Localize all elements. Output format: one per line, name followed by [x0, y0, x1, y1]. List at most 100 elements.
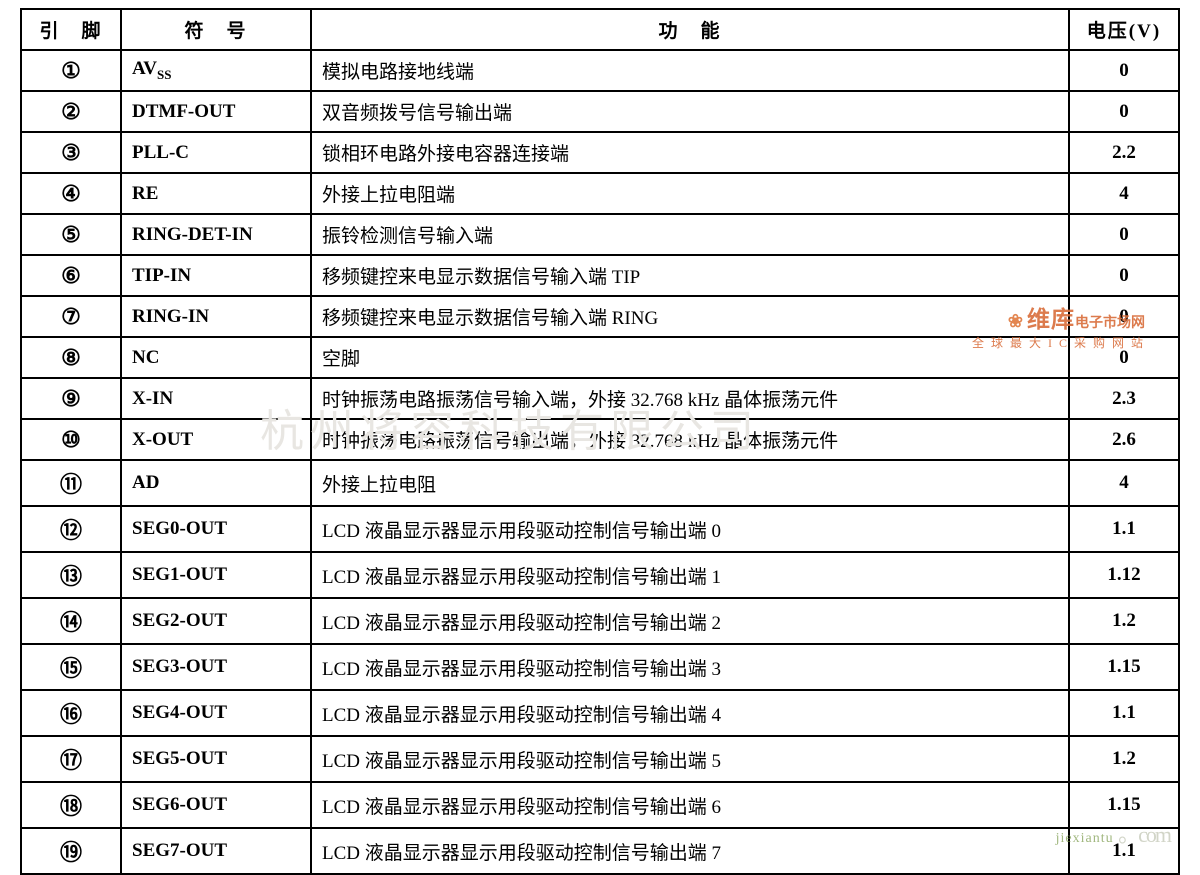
circled-number-icon: ⑥ [61, 263, 81, 289]
circled-number-icon: ⑨ [61, 386, 81, 412]
bottom-watermark-text: jiexiantu [1056, 831, 1114, 846]
circled-number-icon: ① [61, 58, 81, 84]
faded-center-watermark: 杭州将容科技有限公司 [260, 395, 760, 459]
function-cell: LCD 液晶显示器显示用段驱动控制信号输出端 3 [311, 644, 1069, 690]
pin-cell: ⑥ [21, 255, 121, 296]
function-cell: 空脚 [311, 337, 1069, 378]
pin-cell: ⑲ [21, 828, 121, 874]
circled-number-icon: ⑧ [61, 345, 81, 371]
function-cell: 模拟电路接地线端 [311, 50, 1069, 91]
table-row: ④ RE外接上拉电阻端4 [21, 173, 1179, 214]
voltage-cell: 0 [1069, 214, 1179, 255]
table-row: ②DTMF-OUT双音频拨号信号输出端0 [21, 91, 1179, 132]
table-row: ⑭ SEG2-OUTLCD 液晶显示器显示用段驱动控制信号输出端 21.2 [21, 598, 1179, 644]
table-row: ⑫ SEG0-OUTLCD 液晶显示器显示用段驱动控制信号输出端 01.1 [21, 506, 1179, 552]
symbol-cell: PLL-C [121, 132, 311, 173]
brand-watermark: ❀维库电子市场网 全 球 最 大 I C 采 购 网 站 [972, 300, 1145, 351]
pin-cell: ⑰ [21, 736, 121, 782]
pin-cell: ③ [21, 132, 121, 173]
function-cell: LCD 液晶显示器显示用段驱动控制信号输出端 6 [311, 782, 1069, 828]
function-cell: 外接上拉电阻 [311, 460, 1069, 506]
circled-number-icon: ⑫ [60, 513, 82, 545]
bottom-watermark: jiexiantu 。com [1056, 817, 1170, 849]
symbol-cell: SEG4-OUT [121, 690, 311, 736]
table-row: ⑱SEG6-OUTLCD 液晶显示器显示用段驱动控制信号输出端 61.15 [21, 782, 1179, 828]
symbol-cell: SEG2-OUT [121, 598, 311, 644]
voltage-cell: 4 [1069, 460, 1179, 506]
voltage-cell: 2.6 [1069, 419, 1179, 460]
circled-number-icon: ⑯ [60, 697, 82, 729]
bottom-watermark-dotcom: 。com [1118, 822, 1170, 847]
symbol-cell: RING-DET-IN [121, 214, 311, 255]
circled-number-icon: ⑰ [60, 743, 82, 775]
pin-cell: ② [21, 91, 121, 132]
symbol-cell: AVSS [121, 50, 311, 91]
voltage-cell: 2.2 [1069, 132, 1179, 173]
function-cell: LCD 液晶显示器显示用段驱动控制信号输出端 7 [311, 828, 1069, 874]
symbol-cell: DTMF-OUT [121, 91, 311, 132]
voltage-cell: 1.2 [1069, 736, 1179, 782]
pin-cell: ⑨ [21, 378, 121, 419]
function-cell: LCD 液晶显示器显示用段驱动控制信号输出端 4 [311, 690, 1069, 736]
table-row: ③PLL-C锁相环电路外接电容器连接端2.2 [21, 132, 1179, 173]
table-row: ⑤RING-DET-IN振铃检测信号输入端0 [21, 214, 1179, 255]
header-symbol: 符 号 [121, 9, 311, 50]
pin-cell: ⑫ [21, 506, 121, 552]
table-row: ① AVSS模拟电路接地线端0 [21, 50, 1179, 91]
table-row: ⑮SEG3-OUTLCD 液晶显示器显示用段驱动控制信号输出端 31.15 [21, 644, 1179, 690]
voltage-cell: 1.2 [1069, 598, 1179, 644]
voltage-cell: 1.15 [1069, 644, 1179, 690]
pin-cell: ⑤ [21, 214, 121, 255]
table-row: ⑰SEG5-OUTLCD 液晶显示器显示用段驱动控制信号输出端 51.2 [21, 736, 1179, 782]
watermark-line2: 全 球 最 大 I C 采 购 网 站 [972, 334, 1145, 351]
pin-cell: ⑦ [21, 296, 121, 337]
header-voltage: 电压(V) [1069, 9, 1179, 50]
table-row: ⑪ AD外接上拉电阻4 [21, 460, 1179, 506]
function-cell: 振铃检测信号输入端 [311, 214, 1069, 255]
pin-cell: ⑭ [21, 598, 121, 644]
pin-cell: ④ [21, 173, 121, 214]
pin-cell: ⑬ [21, 552, 121, 598]
voltage-cell: 1.12 [1069, 552, 1179, 598]
voltage-cell: 4 [1069, 173, 1179, 214]
symbol-cell: NC [121, 337, 311, 378]
watermark-brand: 维库 [1027, 307, 1075, 332]
voltage-cell: 0 [1069, 255, 1179, 296]
pin-cell: ⑧ [21, 337, 121, 378]
circled-number-icon: ⑲ [60, 835, 82, 867]
symbol-cell: SEG0-OUT [121, 506, 311, 552]
voltage-cell: 0 [1069, 50, 1179, 91]
table-row: ⑲SEG7-OUTLCD 液晶显示器显示用段驱动控制信号输出端 71.1 [21, 828, 1179, 874]
function-cell: LCD 液晶显示器显示用段驱动控制信号输出端 2 [311, 598, 1069, 644]
function-cell: 移频键控来电显示数据信号输入端 TIP [311, 255, 1069, 296]
symbol-cell: SEG1-OUT [121, 552, 311, 598]
table-body: ①AVSS模拟电路接地线端0②DTMF-OUT双音频拨号信号输出端0③PLL-C… [21, 50, 1179, 874]
pin-cell: ⑪ [21, 460, 121, 506]
function-cell: LCD 液晶显示器显示用段驱动控制信号输出端 0 [311, 506, 1069, 552]
circled-number-icon: ⑪ [60, 467, 82, 499]
symbol-cell: TIP-IN [121, 255, 311, 296]
symbol-cell: RING-IN [121, 296, 311, 337]
voltage-cell: 2.3 [1069, 378, 1179, 419]
symbol-cell: SEG6-OUT [121, 782, 311, 828]
function-cell: 移频键控来电显示数据信号输入端 RING [311, 296, 1069, 337]
pin-cell: ① [21, 50, 121, 91]
circled-number-icon: ② [61, 99, 81, 125]
circled-number-icon: ④ [61, 181, 81, 207]
table-header: 引 脚 符 号 功 能 电压(V) [21, 9, 1179, 50]
table-row: ⑬SEG1-OUTLCD 液晶显示器显示用段驱动控制信号输出端 11.12 [21, 552, 1179, 598]
watermark-line1: ❀维库电子市场网 [972, 300, 1145, 334]
voltage-cell: 1.1 [1069, 506, 1179, 552]
circled-number-icon: ⑦ [61, 304, 81, 330]
circled-number-icon: ⑱ [60, 789, 82, 821]
function-cell: 外接上拉电阻端 [311, 173, 1069, 214]
pin-cell: ⑱ [21, 782, 121, 828]
symbol-cell: RE [121, 173, 311, 214]
header-func: 功 能 [311, 9, 1069, 50]
pin-cell: ⑮ [21, 644, 121, 690]
table-row: ⑯SEG4-OUTLCD 液晶显示器显示用段驱动控制信号输出端 41.1 [21, 690, 1179, 736]
table-row: ⑥ TIP-IN移频键控来电显示数据信号输入端 TIP0 [21, 255, 1179, 296]
circled-number-icon: ⑬ [60, 559, 82, 591]
symbol-cell: AD [121, 460, 311, 506]
circled-number-icon: ⑭ [60, 605, 82, 637]
